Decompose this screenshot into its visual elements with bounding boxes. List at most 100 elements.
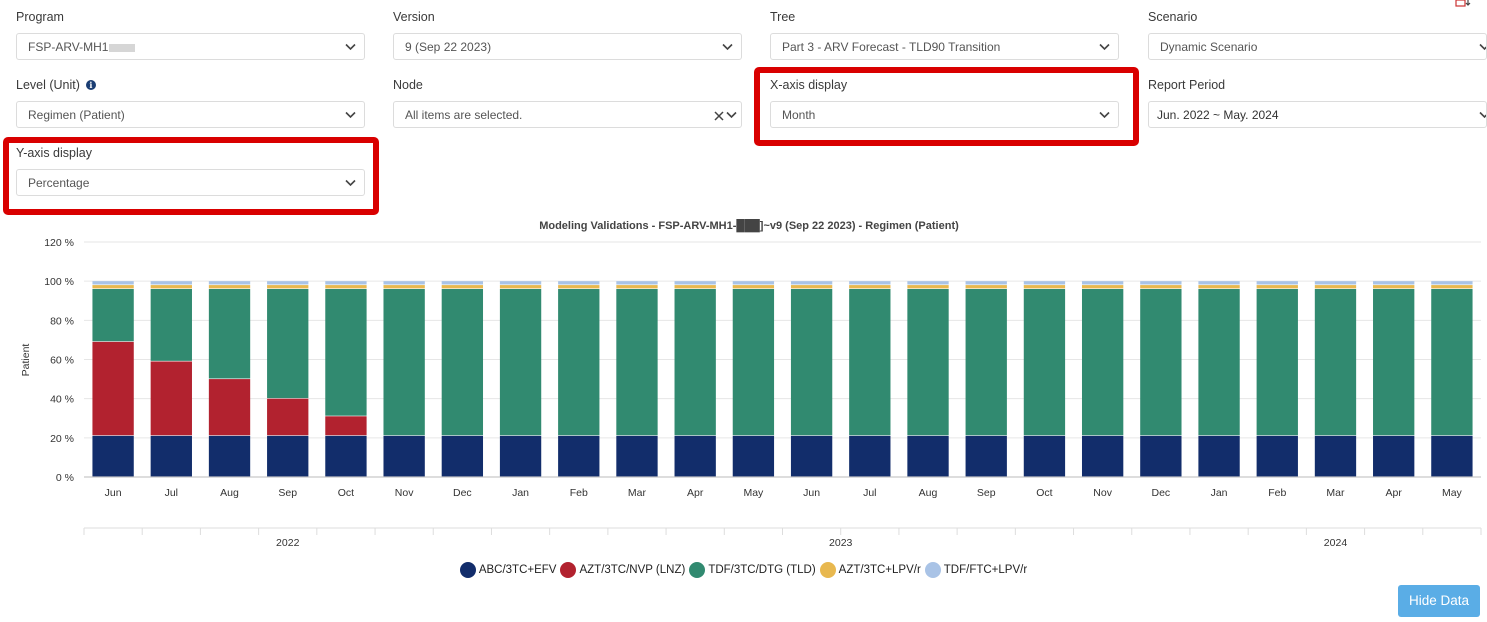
node-multiselect[interactable]: All items are selected.: [393, 101, 742, 128]
bar-segment[interactable]: [558, 285, 600, 289]
bar-segment[interactable]: [907, 285, 949, 289]
bar-segment[interactable]: [965, 435, 1007, 477]
bar-segment[interactable]: [558, 281, 600, 285]
legend-item[interactable]: ABC/3TC+EFV: [459, 562, 556, 578]
program-select[interactable]: FSP-ARV-MH1: [16, 33, 365, 60]
bar-segment[interactable]: [1023, 435, 1066, 477]
bar-segment[interactable]: [849, 281, 891, 285]
bar-segment[interactable]: [92, 341, 134, 436]
bar-segment[interactable]: [1198, 435, 1240, 477]
bar-segment[interactable]: [732, 435, 775, 477]
bar-segment[interactable]: [1140, 281, 1182, 285]
bar-segment[interactable]: [1081, 285, 1124, 289]
bar-segment[interactable]: [150, 361, 192, 436]
bar-segment[interactable]: [1314, 281, 1357, 285]
bar-segment[interactable]: [1140, 289, 1182, 436]
bar-segment[interactable]: [1431, 281, 1473, 285]
bar-segment[interactable]: [1431, 285, 1473, 289]
legend-item[interactable]: TDF/3TC/DTG (TLD): [689, 562, 816, 578]
bar-segment[interactable]: [674, 281, 716, 285]
bar-segment[interactable]: [674, 285, 716, 289]
bar-segment[interactable]: [732, 285, 775, 289]
bar-segment[interactable]: [1256, 285, 1298, 289]
bar-segment[interactable]: [150, 285, 192, 289]
x-axis-select[interactable]: Month: [770, 101, 1119, 128]
bar-segment[interactable]: [965, 285, 1007, 289]
bar-segment[interactable]: [150, 281, 192, 285]
bar-segment[interactable]: [732, 281, 775, 285]
bar-segment[interactable]: [1431, 435, 1473, 477]
bar-segment[interactable]: [208, 285, 251, 289]
legend-item[interactable]: AZT/3TC+LPV/r: [819, 562, 921, 578]
bar-segment[interactable]: [1140, 435, 1182, 477]
level-select[interactable]: Regimen (Patient): [16, 101, 365, 128]
bar-segment[interactable]: [1314, 289, 1357, 436]
bar-segment[interactable]: [325, 435, 367, 477]
bar-segment[interactable]: [1314, 285, 1357, 289]
bar-segment[interactable]: [1198, 281, 1240, 285]
clear-icon[interactable]: [714, 111, 724, 121]
bar-segment[interactable]: [383, 289, 425, 436]
bar-segment[interactable]: [1023, 289, 1066, 436]
bar-segment[interactable]: [325, 285, 367, 289]
bar-segment[interactable]: [907, 281, 949, 285]
bar-segment[interactable]: [325, 289, 367, 416]
bar-segment[interactable]: [441, 435, 484, 477]
version-select[interactable]: 9 (Sep 22 2023): [393, 33, 742, 60]
bar-segment[interactable]: [558, 435, 600, 477]
bar-segment[interactable]: [92, 281, 134, 285]
bar-segment[interactable]: [383, 435, 425, 477]
bar-segment[interactable]: [92, 285, 134, 289]
scenario-select[interactable]: Dynamic Scenario: [1148, 33, 1487, 60]
bar-segment[interactable]: [849, 435, 891, 477]
bar-segment[interactable]: [441, 281, 484, 285]
bar-segment[interactable]: [267, 435, 309, 477]
bar-segment[interactable]: [1373, 281, 1415, 285]
bar-segment[interactable]: [1023, 281, 1066, 285]
bar-segment[interactable]: [441, 289, 484, 436]
bar-segment[interactable]: [1431, 289, 1473, 436]
bar-segment[interactable]: [267, 281, 309, 285]
bar-segment[interactable]: [92, 435, 134, 477]
report-period-picker[interactable]: Jun. 2022 ~ May. 2024: [1148, 101, 1487, 128]
bar-segment[interactable]: [849, 289, 891, 436]
bar-segment[interactable]: [790, 281, 833, 285]
bar-segment[interactable]: [383, 285, 425, 289]
bar-segment[interactable]: [558, 289, 600, 436]
tree-select[interactable]: Part 3 - ARV Forecast - TLD90 Transition: [770, 33, 1119, 60]
bar-segment[interactable]: [616, 289, 658, 436]
bar-segment[interactable]: [499, 289, 542, 436]
bar-segment[interactable]: [150, 435, 192, 477]
bar-segment[interactable]: [499, 281, 542, 285]
bar-segment[interactable]: [1198, 289, 1240, 436]
bar-segment[interactable]: [267, 285, 309, 289]
legend-item[interactable]: TDF/FTC+LPV/r: [924, 562, 1027, 578]
bar-segment[interactable]: [1081, 281, 1124, 285]
bar-segment[interactable]: [1256, 435, 1298, 477]
hide-data-button[interactable]: Hide Data: [1398, 585, 1480, 617]
bar-segment[interactable]: [616, 435, 658, 477]
export-icon[interactable]: [1455, 0, 1473, 8]
bar-segment[interactable]: [790, 285, 833, 289]
bar-segment[interactable]: [1373, 289, 1415, 436]
info-icon[interactable]: i: [85, 80, 96, 90]
bar-segment[interactable]: [208, 289, 251, 379]
bar-segment[interactable]: [674, 435, 716, 477]
bar-segment[interactable]: [1023, 285, 1066, 289]
bar-segment[interactable]: [674, 289, 716, 436]
bar-segment[interactable]: [1198, 285, 1240, 289]
bar-segment[interactable]: [790, 435, 833, 477]
bar-segment[interactable]: [1314, 435, 1357, 477]
bar-segment[interactable]: [92, 289, 134, 342]
bar-segment[interactable]: [267, 398, 309, 436]
bar-segment[interactable]: [849, 285, 891, 289]
bar-segment[interactable]: [325, 416, 367, 436]
bar-segment[interactable]: [499, 285, 542, 289]
bar-segment[interactable]: [383, 281, 425, 285]
bar-segment[interactable]: [907, 289, 949, 436]
bar-segment[interactable]: [616, 281, 658, 285]
bar-segment[interactable]: [1140, 285, 1182, 289]
bar-segment[interactable]: [965, 289, 1007, 436]
bar-segment[interactable]: [1081, 289, 1124, 436]
bar-segment[interactable]: [208, 379, 251, 436]
